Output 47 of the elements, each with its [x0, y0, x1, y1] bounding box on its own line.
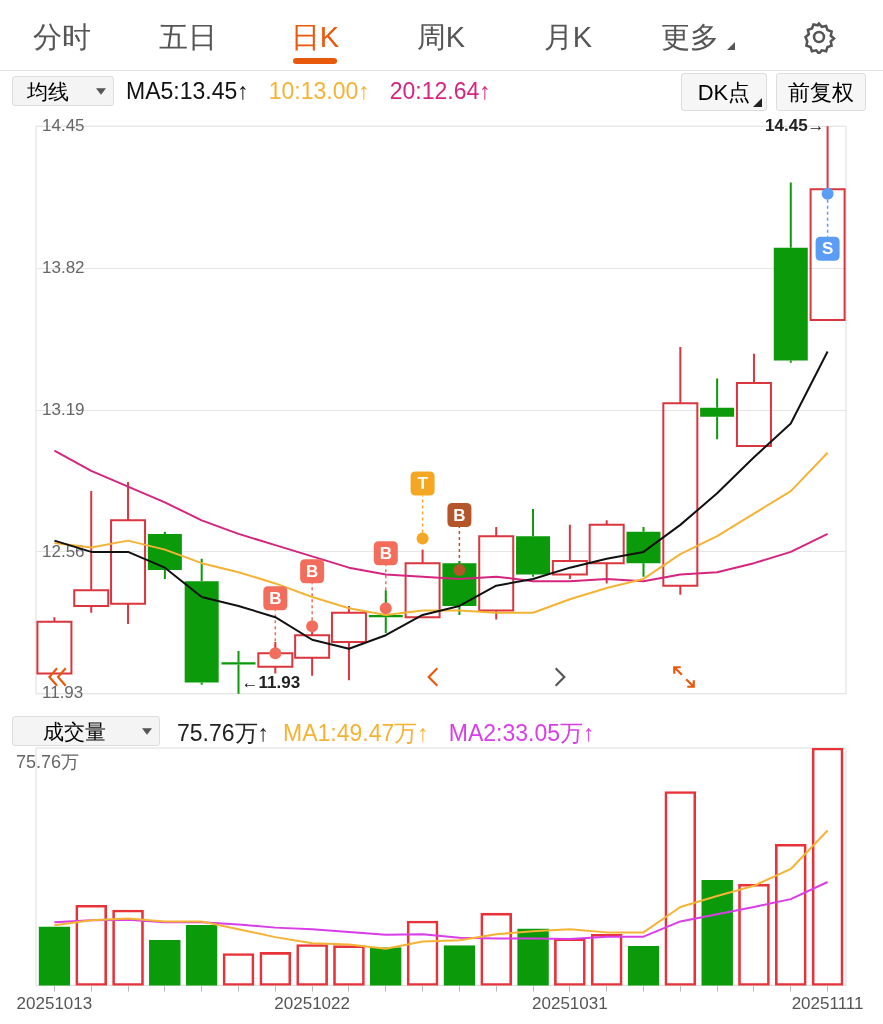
text: 10:13.00↑ [268, 78, 370, 104]
data-label: B [379, 543, 392, 563]
text: MA5:13.45↑ [126, 78, 249, 104]
point [453, 563, 466, 576]
point [416, 532, 429, 545]
text: 日K [289, 20, 341, 55]
y-tick-label: 11.93 [42, 683, 84, 703]
point [821, 187, 834, 200]
data-label: B [453, 505, 466, 525]
text: 五日 [158, 20, 218, 55]
point [306, 620, 319, 633]
text: 成交量 [12, 716, 160, 746]
annotation: 14.45→ [765, 115, 825, 135]
x-tick-label: 20251031 [532, 994, 608, 1014]
text: 前复权 [776, 73, 866, 111]
candlestick [700, 377, 735, 441]
text: 均线 [12, 76, 114, 106]
text: 更多 [660, 20, 720, 55]
data-label: S [821, 239, 834, 259]
data-label: B [306, 561, 319, 581]
candlestick [662, 345, 699, 596]
candlestick [516, 508, 551, 578]
text: DK点 [681, 73, 767, 111]
text: MA2:33.05万↑ [448, 720, 595, 746]
text: 20:12.64↑ [389, 78, 491, 104]
candlestick [147, 530, 182, 580]
text: 75.76万↑ [177, 720, 270, 746]
candlestick [478, 526, 515, 621]
text: 周K [415, 20, 467, 55]
text: MA1:49.47万↑ [283, 720, 429, 746]
x-tick-label: 20251013 [16, 994, 93, 1014]
text: 月K [542, 20, 594, 55]
text: 分时 [32, 20, 92, 55]
y-tick-label: 13.82 [42, 257, 85, 277]
x-tick-label: 20251022 [274, 994, 350, 1014]
data-label: B [269, 588, 282, 608]
annotation: 75.76万 [16, 751, 80, 774]
y-tick-label: 13.19 [42, 399, 85, 419]
annotation: ←11.93 [241, 673, 301, 693]
point [379, 602, 392, 615]
candlestick [626, 526, 661, 578]
x-tick-label: 20251111 [791, 994, 864, 1014]
candlestick [184, 557, 219, 686]
candlestick [735, 352, 772, 448]
data-label: T [417, 474, 429, 494]
candlestick [773, 181, 808, 364]
y-tick-label: 14.45 [42, 115, 85, 135]
